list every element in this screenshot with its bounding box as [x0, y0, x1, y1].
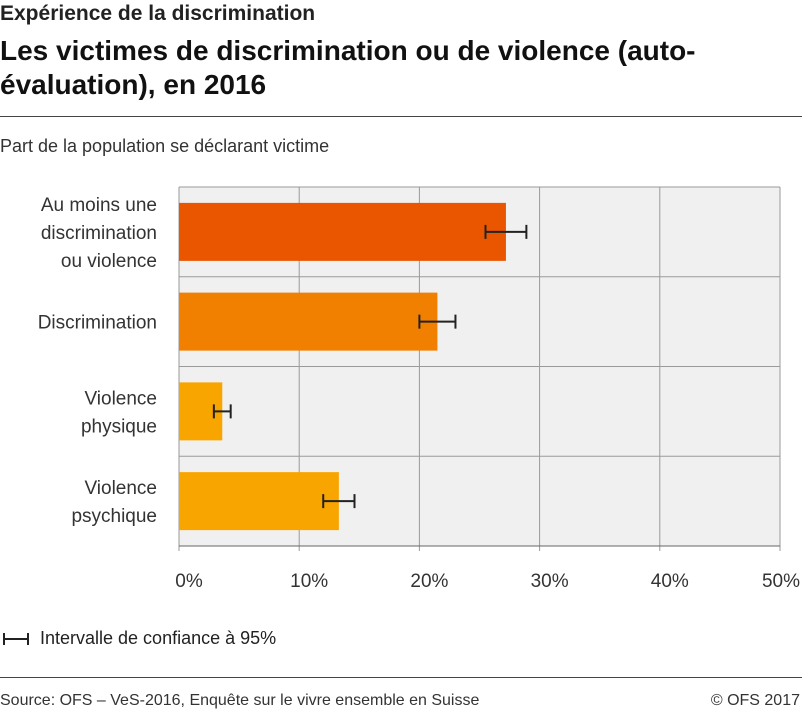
- x-tick-label: 40%: [651, 571, 689, 592]
- x-tick-label: 50%: [762, 571, 800, 592]
- bar: [179, 472, 339, 531]
- legend: Intervalle de confiance à 95%: [2, 628, 276, 649]
- legend-label: Intervalle de confiance à 95%: [40, 628, 277, 648]
- bottom-divider: [0, 677, 802, 678]
- category-label-line: Au moins une: [41, 195, 157, 216]
- chart-title: Les victimes de discrimination ou de vio…: [0, 35, 696, 100]
- category-label: Violence physique: [81, 388, 157, 437]
- chart-subtitle: Part de la population se déclarant victi…: [0, 136, 330, 156]
- bar: [179, 292, 438, 351]
- top-divider: [0, 116, 802, 117]
- category-label-line: ou violence: [61, 251, 157, 272]
- x-tick-label: 0%: [175, 571, 203, 592]
- category-label-line: physique: [81, 416, 157, 437]
- x-tick-label: 30%: [531, 571, 569, 592]
- category-label: Discrimination: [38, 313, 157, 334]
- source-text: Source: OFS – VeS-2016, Enquête sur le v…: [0, 692, 480, 709]
- x-tick-label: 20%: [410, 571, 448, 592]
- category-label: Au moins une discrimination ou violence: [41, 195, 157, 272]
- category-label-line: Discrimination: [38, 313, 157, 334]
- category-label: Violence psychique: [71, 478, 157, 527]
- x-tick-label: 10%: [290, 571, 328, 592]
- bar: [179, 202, 506, 261]
- bar-chart: Au moins une discrimination ou violence Dis…: [38, 186, 800, 592]
- category-label-line: psychique: [71, 506, 157, 527]
- copyright-text: © OFS 2017: [710, 692, 800, 709]
- category-label-line: discrimination: [41, 223, 157, 244]
- category-label-line: Violence: [84, 478, 157, 499]
- chart-supertitle: Expérience de la discrimination: [0, 2, 316, 25]
- confidence-interval-icon: [3, 632, 29, 645]
- category-label-line: Violence: [84, 388, 157, 409]
